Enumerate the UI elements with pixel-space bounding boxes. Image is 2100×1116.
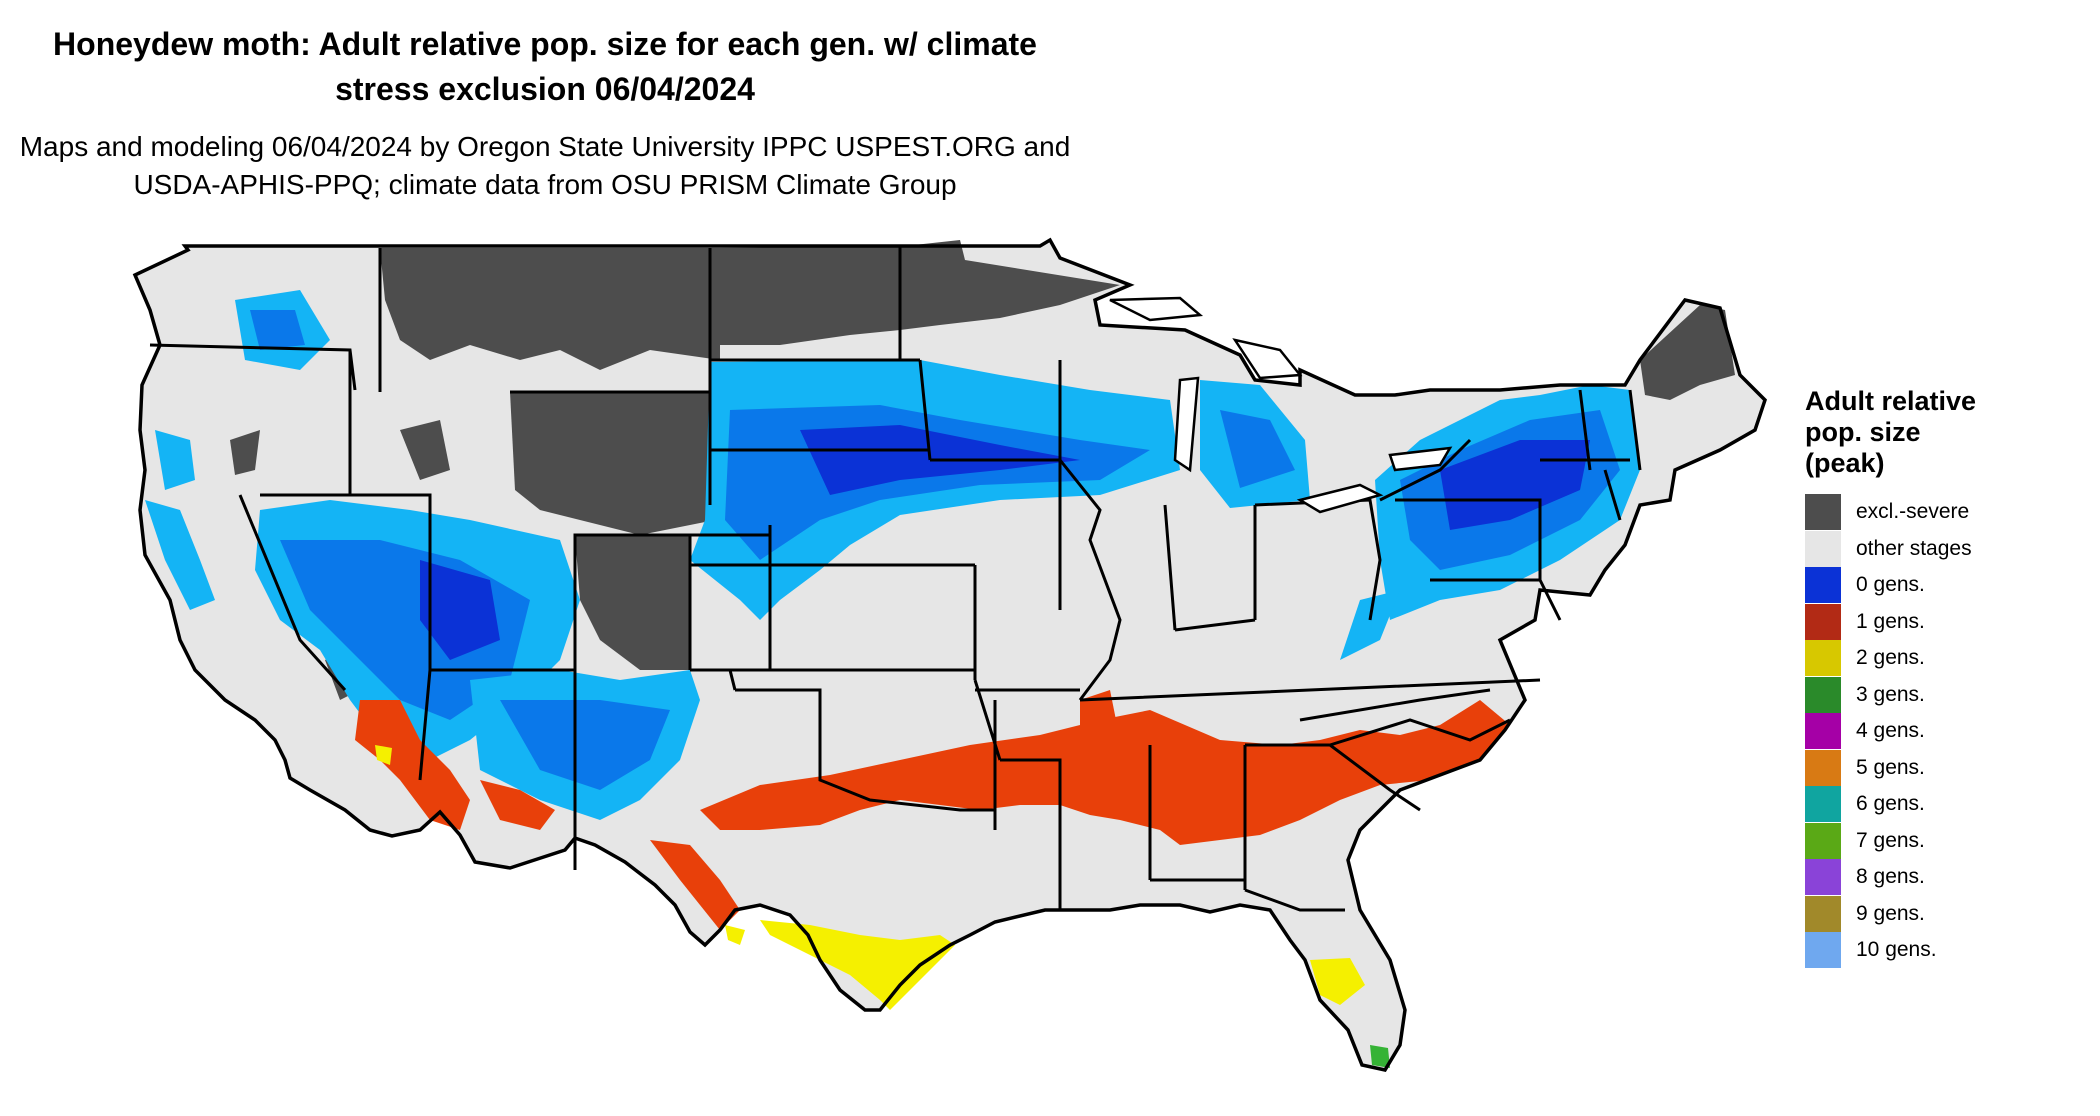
excluded-oregon-patch: [230, 430, 260, 475]
excluded-north-dakota-minnesota: [720, 240, 1120, 345]
red-arizona-east: [480, 780, 555, 830]
blue-washington-core: [250, 310, 305, 350]
red-arizona: [355, 700, 470, 830]
blue-west-deep: [420, 560, 500, 660]
title-line-1: Honeydew moth: Adult relative pop. size …: [53, 26, 1037, 62]
legend-items: excl.-severe other stages 0 gens. 1 gens…: [1805, 494, 1976, 969]
legend-swatch: [1805, 895, 1841, 932]
legend-swatch: [1805, 786, 1841, 823]
legend-label: 5 gens.: [1856, 755, 1925, 779]
legend-item: 9 gens.: [1805, 895, 1976, 933]
green-south-florida: [1370, 1045, 1390, 1068]
border-midwest: [1058, 459, 1382, 701]
border-south: [975, 678, 1541, 912]
legend-swatch: [1805, 713, 1841, 750]
legend-item: 7 gens.: [1805, 822, 1976, 860]
blue-oregon-coast: [155, 430, 195, 490]
legend-label: 3 gens.: [1856, 682, 1925, 706]
legend-label: 8 gens.: [1856, 865, 1925, 889]
legend-title-line-2: pop. size: [1805, 417, 1921, 447]
yellow-texas-border: [725, 925, 745, 945]
yellow-arizona-spot: [375, 745, 392, 765]
legend-label: excl.-severe: [1856, 500, 1970, 524]
legend-item: 8 gens.: [1805, 859, 1976, 896]
legend-label: 6 gens.: [1856, 792, 1925, 816]
excluded-colorado: [575, 535, 690, 670]
legend-item: excl.-severe: [1805, 494, 1976, 531]
border-southeast: [1245, 688, 1511, 812]
legend-item: 1 gens.: [1805, 603, 1976, 641]
legend-label: other stages: [1856, 536, 1972, 560]
legend-swatch: [1805, 603, 1841, 640]
legend-swatch: [1805, 640, 1841, 677]
legend-swatch: [1805, 859, 1841, 896]
legend-label: 4 gens.: [1856, 719, 1925, 743]
legend-item: 10 gens.: [1805, 932, 1976, 969]
map-legend: Adult relative pop. size (peak) excl.-se…: [1805, 386, 1976, 969]
legend-label: 7 gens.: [1856, 828, 1925, 852]
one-gen-regions: [355, 690, 1510, 930]
legend-item: other stages: [1805, 530, 1976, 568]
legend-label: 2 gens.: [1856, 646, 1925, 670]
red-texas-west: [650, 840, 740, 930]
legend-title-line-1: Adult relative: [1805, 386, 1977, 416]
legend-swatch: [1805, 494, 1841, 531]
legend-item: 6 gens.: [1805, 786, 1976, 823]
legend-swatch: [1805, 822, 1841, 859]
subtitle-line-1: Maps and modeling 06/04/2024 by Oregon S…: [19, 131, 1071, 162]
border-northern-tier: [378, 246, 1062, 610]
legend-item: 4 gens.: [1805, 713, 1976, 750]
legend-item: 5 gens.: [1805, 749, 1976, 787]
us-outline: [132, 237, 1768, 1072]
great-lakes: [1109, 296, 1453, 514]
legend-label: 1 gens.: [1856, 609, 1925, 633]
legend-swatch: [1805, 676, 1841, 713]
title-line-2: stress exclusion 06/04/2024: [335, 71, 755, 107]
blue-michigan-core: [1220, 410, 1295, 488]
border-northeast: [1379, 389, 1642, 621]
excluded-wyoming: [510, 392, 715, 535]
blue-california-coast: [145, 500, 215, 610]
excluded-idaho-patch: [400, 420, 450, 480]
yellow-south-texas: [760, 920, 955, 1010]
excluded-regions: [230, 240, 1735, 700]
legend-label: 9 gens.: [1856, 901, 1925, 925]
legend-title: Adult relative pop. size (peak): [1805, 386, 1976, 479]
legend-title-line-3: (peak): [1805, 448, 1885, 478]
yellow-florida: [1310, 958, 1365, 1005]
legend-label: 10 gens.: [1856, 938, 1937, 962]
legend-item: 2 gens.: [1805, 640, 1976, 677]
two-gen-regions: [375, 745, 1365, 1010]
legend-label: 0 gens.: [1856, 573, 1925, 597]
legend-swatch: [1805, 749, 1841, 786]
map-subtitle: Maps and modeling 06/04/2024 by Oregon S…: [0, 128, 1090, 204]
blue-southwest-core: [500, 700, 670, 790]
legend-swatch: [1805, 932, 1841, 969]
legend-item: 0 gens.: [1805, 567, 1976, 604]
legend-swatch: [1805, 567, 1841, 604]
blue-northeast-deep: [1440, 440, 1590, 530]
red-southern-band: [700, 700, 1510, 845]
border-west: [149, 343, 692, 870]
border-texas: [818, 690, 995, 812]
subtitle-line-2: USDA-APHIS-PPQ; climate data from OSU PR…: [133, 169, 957, 200]
legend-swatch: [1805, 530, 1841, 567]
legend-item: 3 gens.: [1805, 676, 1976, 714]
excluded-maine: [1640, 305, 1735, 400]
blue-appalachia: [1340, 590, 1400, 660]
excluded-montana: [380, 248, 720, 370]
red-mississippi: [1080, 690, 1120, 780]
map-title: Honeydew moth: Adult relative pop. size …: [0, 22, 1090, 112]
state-borders: [149, 246, 1642, 912]
